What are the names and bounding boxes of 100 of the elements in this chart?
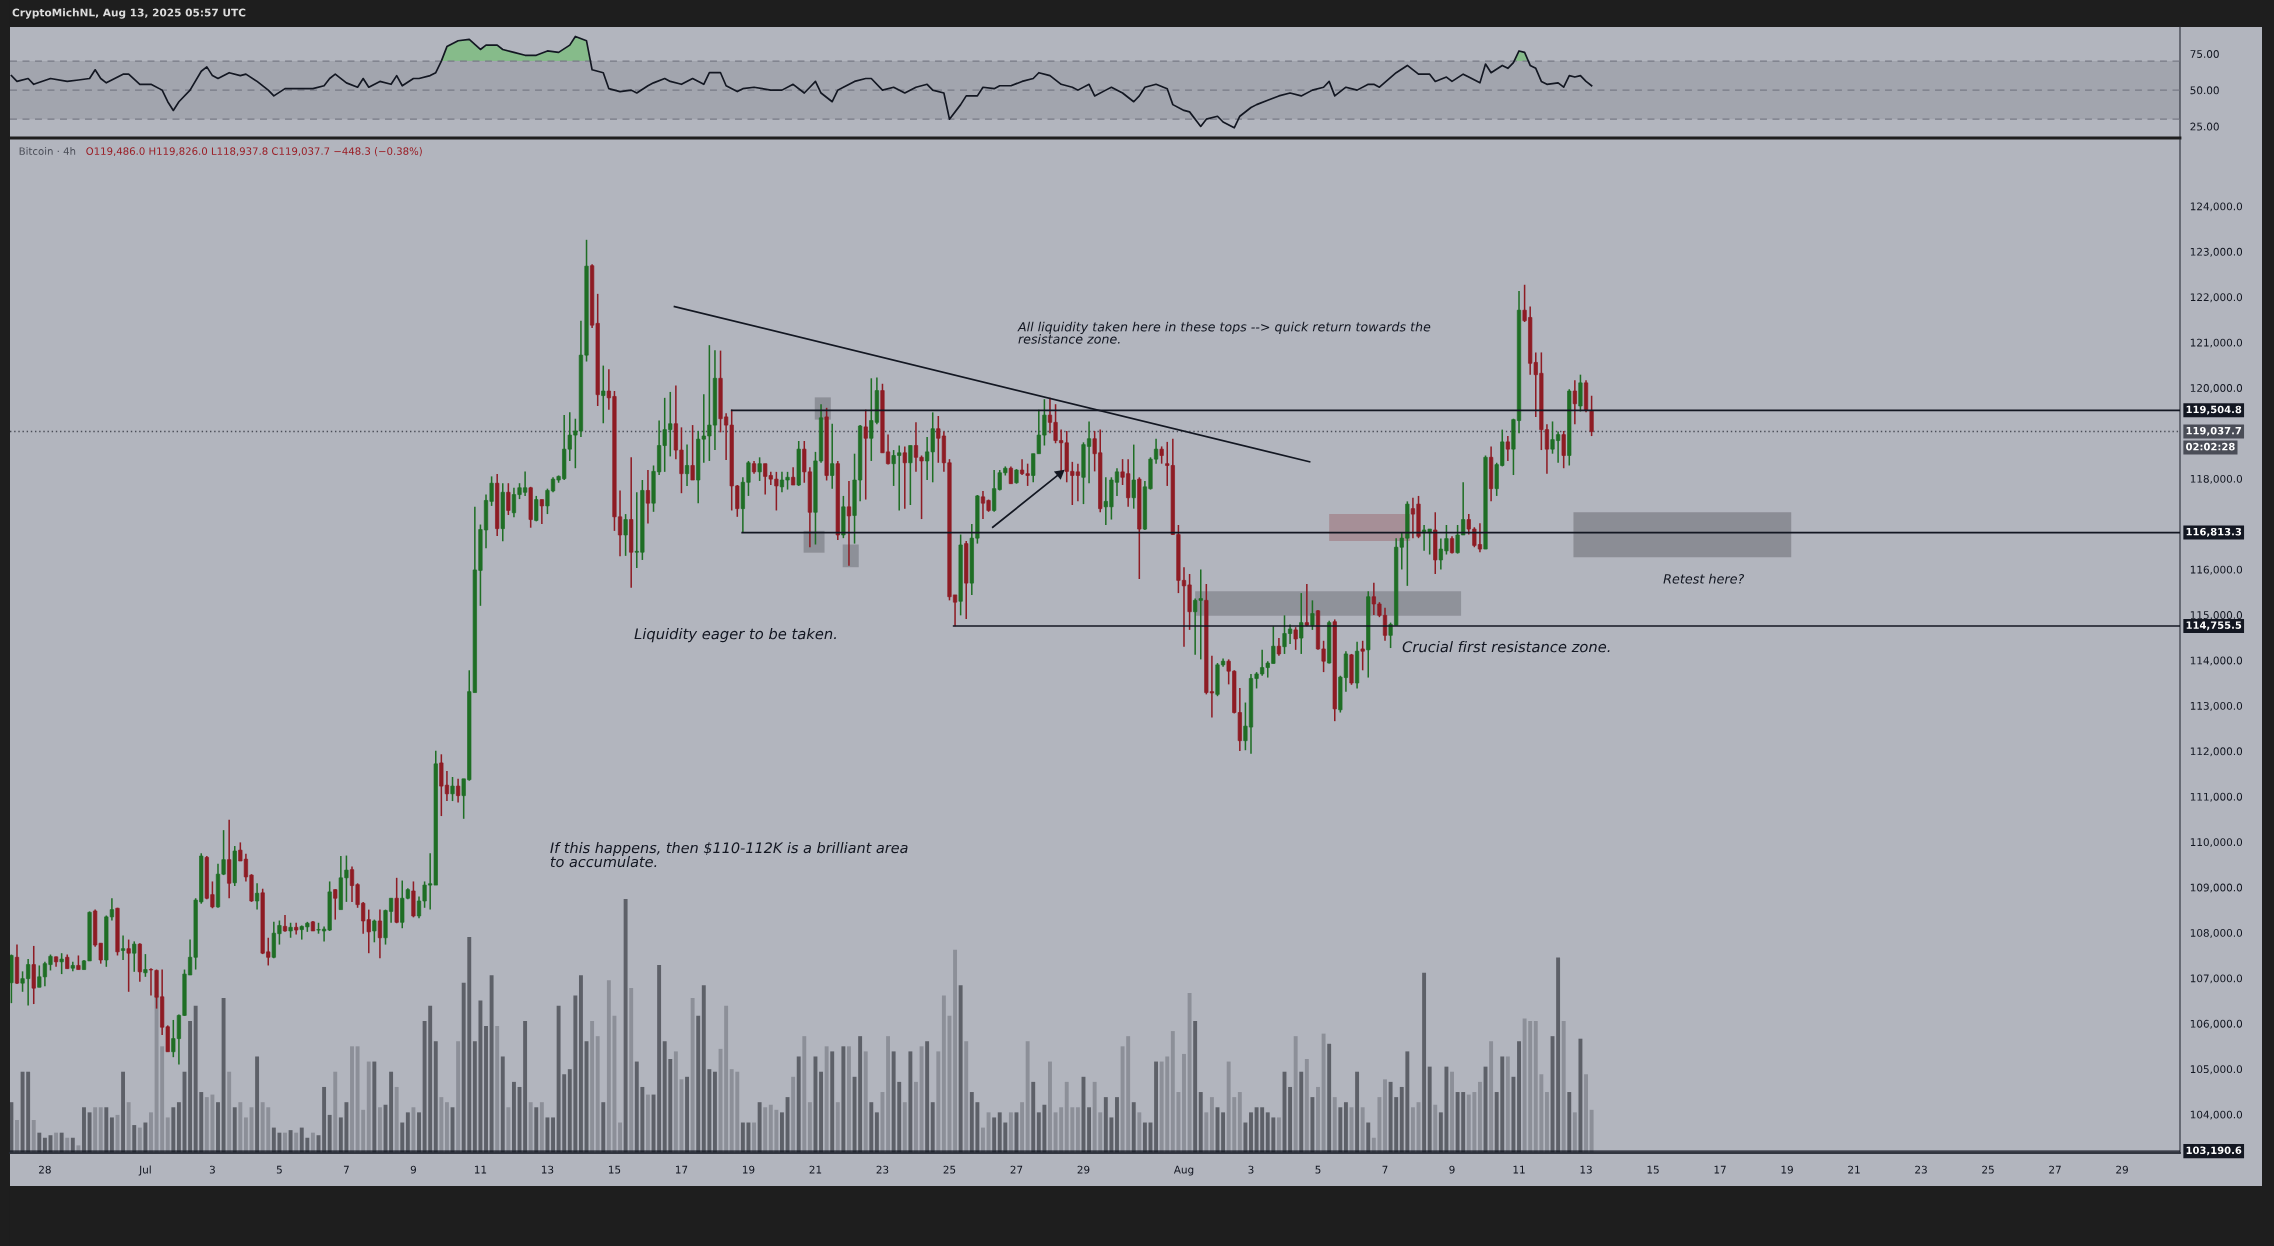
bar (288, 1130, 293, 1153)
bar (143, 1122, 148, 1153)
x-tick-label: 29 (2116, 1165, 2128, 1174)
annotation: All liquidity taken here in these tops --> quick return towards the resistance zone. (1017, 321, 1431, 344)
bar (165, 1117, 170, 1153)
bar (394, 1086, 399, 1153)
x-tick-label: 17 (1714, 1165, 1726, 1174)
bar (869, 1102, 874, 1153)
ref-line-label: 103,190.6 (2186, 1146, 2242, 1156)
series-label: 119,504.8 (2186, 405, 2242, 415)
bar (986, 1112, 991, 1153)
x-tick-label: 9 (410, 1165, 417, 1174)
annotation: Crucial first resistance zone. (1402, 640, 1610, 653)
bar (238, 1102, 243, 1153)
bar (1355, 1071, 1360, 1153)
bar (1075, 1107, 1080, 1153)
candlestick (1572, 379, 1577, 425)
candlestick (623, 513, 628, 557)
candlestick (456, 778, 461, 804)
candlestick (1293, 626, 1298, 651)
bar (1578, 1038, 1583, 1153)
bar (1422, 972, 1427, 1153)
bar (1572, 1112, 1577, 1153)
bar (405, 1112, 410, 1153)
x-tick-label: 15 (608, 1165, 621, 1174)
bar (1332, 1097, 1337, 1153)
bar (1567, 1092, 1572, 1153)
bar (400, 1122, 405, 1153)
y-tick-label: 111,000.0 (2190, 792, 2243, 802)
y-tick-label: 122,000.0 (2190, 293, 2243, 303)
x-tick-label: 21 (1848, 1165, 1860, 1174)
bar (623, 899, 628, 1153)
bar (1343, 1102, 1348, 1153)
bar (925, 1041, 930, 1153)
y-tick-label: 104,000.0 (2190, 1110, 2243, 1120)
bar (1544, 1092, 1549, 1153)
bar (936, 1051, 941, 1153)
bar (830, 1051, 835, 1153)
bar (444, 1102, 449, 1153)
y-tick-label: 118,000.0 (2190, 474, 2243, 484)
x-tick-label: 11 (1513, 1165, 1525, 1174)
bar (1327, 1043, 1332, 1153)
candlestick (1360, 640, 1365, 672)
candlestick (450, 776, 455, 802)
bar (1310, 1097, 1315, 1153)
y-tick-label: 50.00 (2190, 86, 2219, 95)
y-tick-label: 121,000.0 (2190, 338, 2243, 348)
y-tick-label: 105,000.0 (2190, 1065, 2243, 1075)
x-tick-label: 15 (1647, 1165, 1659, 1174)
candlestick (539, 498, 544, 525)
x-tick-label: 19 (742, 1165, 755, 1174)
bar (645, 1094, 650, 1153)
candlestick (645, 469, 651, 525)
bar (1237, 1092, 1242, 1153)
bar (523, 1020, 528, 1153)
bar (1450, 1071, 1454, 1153)
candlestick (902, 445, 907, 510)
x-tick-label: 21 (809, 1165, 822, 1174)
bar (595, 1036, 600, 1153)
bar (327, 1114, 332, 1153)
series-label: 116,813.3 (2186, 527, 2242, 537)
y-tick-label: 115,000.0 (2190, 611, 2243, 621)
bar (958, 985, 963, 1153)
candlestick (846, 480, 852, 567)
bar (1433, 1104, 1438, 1153)
bar (126, 1102, 131, 1153)
bar (796, 1056, 801, 1153)
bar (1288, 1086, 1293, 1153)
bar (377, 1107, 382, 1153)
y-tick-label: 106,000.0 (2190, 1019, 2243, 1029)
bar (87, 1112, 92, 1153)
bar (221, 998, 226, 1153)
y-tick-label: 116,000.0 (2190, 565, 2243, 575)
bar (1249, 1112, 1253, 1153)
x-tick-label: Aug (1173, 1165, 1194, 1176)
bar (489, 975, 494, 1153)
bar (411, 1107, 416, 1153)
candlestick (59, 952, 64, 975)
bar (98, 1107, 103, 1153)
candlestick (1310, 599, 1315, 631)
y-tick-label: 107,000.0 (2190, 974, 2243, 984)
bar (1561, 1020, 1566, 1153)
x-tick-label: 13 (1580, 1165, 1592, 1174)
x-tick-label: 28 (39, 1165, 51, 1174)
candlestick (255, 882, 260, 911)
bar (456, 1041, 461, 1153)
bar (484, 1026, 488, 1153)
bar (1031, 1081, 1036, 1153)
y-tick-label: 114,000.0 (2190, 656, 2243, 666)
x-tick-label: 5 (1315, 1165, 1321, 1174)
bar (863, 1051, 868, 1153)
y-tick-label: 75.00 (2190, 50, 2219, 58)
x-tick-label: 9 (1449, 1165, 1455, 1174)
bar (82, 1107, 86, 1153)
candlestick (1505, 435, 1510, 462)
bar (1505, 1056, 1510, 1153)
bar (372, 1061, 377, 1153)
bar (1366, 1122, 1371, 1153)
candlestick (534, 495, 539, 523)
bar (1299, 1071, 1304, 1153)
